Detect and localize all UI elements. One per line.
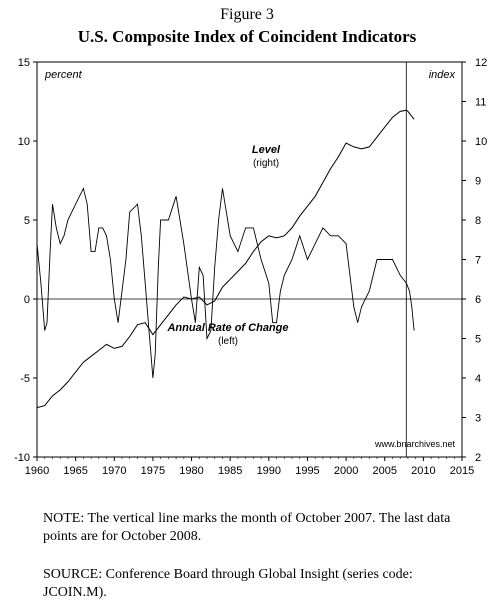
left-tick-label: -5 — [20, 373, 30, 385]
series-rate-label: Annual Rate of Change — [166, 322, 288, 334]
left-axis-label: percent — [44, 69, 83, 81]
x-tick-label: 1980 — [179, 465, 203, 477]
right-tick-label: 9 — [475, 176, 481, 188]
x-tick-label: 1965 — [63, 465, 87, 477]
x-tick-label: 1975 — [141, 465, 165, 477]
x-tick-label: 2005 — [372, 465, 396, 477]
figure-label: Figure 3 — [220, 6, 274, 23]
right-tick-label: 8 — [475, 215, 481, 227]
right-axis-label: index — [429, 69, 456, 81]
left-tick-label: -10 — [14, 452, 30, 464]
x-tick-label: 2000 — [334, 465, 358, 477]
x-tick-label: 1995 — [295, 465, 319, 477]
chart-title: U.S. Composite Index of Coincident Indic… — [77, 27, 417, 46]
right-tick-label: 3 — [475, 413, 481, 425]
chart: 1960 1965 1970 1975 1980 1985 1990 1995 2000 2005… — [14, 57, 487, 477]
left-tick-label: 5 — [24, 215, 30, 227]
x-tick-label: 1970 — [102, 465, 126, 477]
series-rate-axis-note: (left) — [218, 336, 238, 347]
source-text: SOURCE: Conference Board through Global … — [43, 567, 413, 600]
right-tick-label: 12 — [475, 57, 487, 69]
watermark: www.bnarchives.net — [374, 439, 456, 449]
x-tick-label: 1985 — [218, 465, 242, 477]
series-rate-line — [36, 187, 415, 379]
series-level-label: Level — [252, 144, 281, 156]
series-level-axis-note: (right) — [253, 158, 279, 169]
right-tick-label: 11 — [475, 97, 486, 109]
x-tick-label: 2010 — [411, 465, 435, 477]
x-tick-label: 1960 — [25, 465, 49, 477]
series-level-line — [36, 109, 415, 409]
left-tick-label: 15 — [18, 57, 30, 69]
x-tick-label: 1990 — [257, 465, 281, 477]
left-axis: -10 -5 0 5 10 15 — [14, 57, 37, 464]
x-tick-label: 2015 — [450, 465, 474, 477]
right-tick-label: 2 — [475, 452, 481, 464]
right-tick-label: 10 — [475, 136, 487, 148]
right-tick-label: 7 — [475, 255, 481, 267]
right-axis: 2 3 4 5 6 7 8 9 10 11 12 — [462, 57, 487, 464]
right-tick-label: 5 — [475, 334, 481, 346]
x-axis: 1960 1965 1970 1975 1980 1985 1990 1995 2000 2005… — [25, 457, 474, 477]
right-tick-label: 6 — [475, 294, 481, 306]
right-tick-label: 4 — [475, 373, 481, 385]
left-tick-label: 10 — [18, 136, 30, 148]
note-text: NOTE: The vertical line marks the month … — [43, 511, 451, 544]
plot-frame — [36, 61, 463, 458]
left-tick-label: 0 — [24, 294, 30, 306]
